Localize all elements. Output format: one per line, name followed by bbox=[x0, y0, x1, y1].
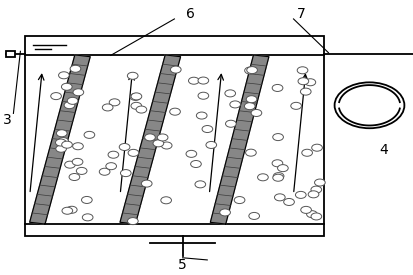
Circle shape bbox=[314, 179, 325, 186]
Circle shape bbox=[290, 102, 301, 109]
Circle shape bbox=[56, 145, 66, 152]
Circle shape bbox=[56, 130, 67, 137]
Circle shape bbox=[272, 174, 283, 181]
Circle shape bbox=[76, 167, 87, 174]
Circle shape bbox=[72, 158, 83, 165]
Circle shape bbox=[257, 174, 268, 181]
Circle shape bbox=[127, 218, 138, 225]
Circle shape bbox=[274, 194, 285, 201]
Circle shape bbox=[67, 97, 78, 104]
Circle shape bbox=[108, 151, 119, 158]
Circle shape bbox=[295, 191, 305, 198]
Circle shape bbox=[161, 142, 172, 149]
Circle shape bbox=[62, 141, 72, 148]
Circle shape bbox=[205, 141, 216, 148]
Circle shape bbox=[64, 102, 75, 109]
Circle shape bbox=[301, 149, 312, 156]
Circle shape bbox=[304, 79, 315, 86]
Circle shape bbox=[244, 103, 254, 110]
Circle shape bbox=[73, 89, 83, 96]
Circle shape bbox=[99, 168, 110, 175]
Circle shape bbox=[72, 143, 83, 150]
Text: 7: 7 bbox=[297, 7, 305, 21]
Circle shape bbox=[141, 180, 152, 187]
Circle shape bbox=[297, 78, 308, 85]
Circle shape bbox=[160, 197, 171, 204]
Circle shape bbox=[311, 144, 322, 151]
Circle shape bbox=[153, 140, 163, 147]
Circle shape bbox=[128, 149, 138, 156]
Circle shape bbox=[55, 139, 66, 146]
Circle shape bbox=[66, 206, 77, 213]
Circle shape bbox=[229, 101, 240, 108]
Circle shape bbox=[84, 131, 95, 138]
Circle shape bbox=[248, 212, 259, 219]
Circle shape bbox=[70, 65, 81, 72]
Circle shape bbox=[283, 199, 294, 205]
Circle shape bbox=[58, 138, 68, 145]
Circle shape bbox=[271, 160, 282, 167]
Circle shape bbox=[225, 120, 236, 127]
Circle shape bbox=[127, 72, 138, 79]
Circle shape bbox=[219, 209, 230, 216]
Circle shape bbox=[195, 181, 205, 188]
Circle shape bbox=[64, 161, 75, 168]
Circle shape bbox=[69, 174, 80, 180]
Circle shape bbox=[310, 186, 321, 193]
Circle shape bbox=[185, 150, 196, 157]
Circle shape bbox=[272, 134, 283, 141]
Text: 5: 5 bbox=[178, 258, 187, 272]
Circle shape bbox=[245, 149, 256, 156]
Circle shape bbox=[81, 196, 92, 204]
Circle shape bbox=[169, 108, 180, 115]
Circle shape bbox=[62, 207, 73, 214]
Circle shape bbox=[136, 106, 146, 113]
Circle shape bbox=[306, 211, 316, 218]
Bar bbox=[24, 37, 323, 236]
Circle shape bbox=[224, 90, 235, 97]
Polygon shape bbox=[30, 55, 90, 224]
Circle shape bbox=[119, 144, 130, 150]
Circle shape bbox=[61, 83, 72, 90]
Circle shape bbox=[188, 77, 199, 84]
Circle shape bbox=[271, 84, 282, 92]
Bar bbox=[6, 51, 15, 57]
Circle shape bbox=[307, 191, 318, 198]
Polygon shape bbox=[120, 55, 180, 224]
Circle shape bbox=[273, 173, 283, 180]
Circle shape bbox=[310, 213, 321, 220]
Text: 4: 4 bbox=[379, 143, 387, 157]
Circle shape bbox=[157, 134, 168, 141]
Circle shape bbox=[197, 77, 208, 84]
Circle shape bbox=[250, 109, 261, 117]
Text: 3: 3 bbox=[2, 113, 11, 127]
Circle shape bbox=[234, 197, 244, 204]
Circle shape bbox=[190, 161, 201, 167]
Circle shape bbox=[334, 82, 404, 128]
Circle shape bbox=[196, 112, 206, 119]
Circle shape bbox=[130, 94, 140, 100]
Circle shape bbox=[297, 67, 307, 74]
Circle shape bbox=[170, 66, 180, 73]
Circle shape bbox=[300, 206, 311, 213]
Circle shape bbox=[106, 163, 116, 170]
Circle shape bbox=[197, 92, 208, 99]
Circle shape bbox=[277, 165, 287, 172]
Circle shape bbox=[58, 72, 69, 79]
Circle shape bbox=[131, 102, 141, 109]
Text: 6: 6 bbox=[186, 7, 195, 21]
Polygon shape bbox=[210, 55, 268, 224]
Circle shape bbox=[51, 93, 61, 100]
Circle shape bbox=[102, 104, 113, 111]
Circle shape bbox=[246, 67, 257, 74]
Circle shape bbox=[82, 214, 93, 221]
Circle shape bbox=[202, 125, 212, 133]
Circle shape bbox=[246, 96, 256, 103]
Circle shape bbox=[244, 67, 255, 74]
Circle shape bbox=[120, 170, 131, 177]
Circle shape bbox=[131, 93, 141, 100]
Circle shape bbox=[109, 99, 120, 106]
Circle shape bbox=[144, 134, 155, 141]
Circle shape bbox=[300, 88, 310, 95]
